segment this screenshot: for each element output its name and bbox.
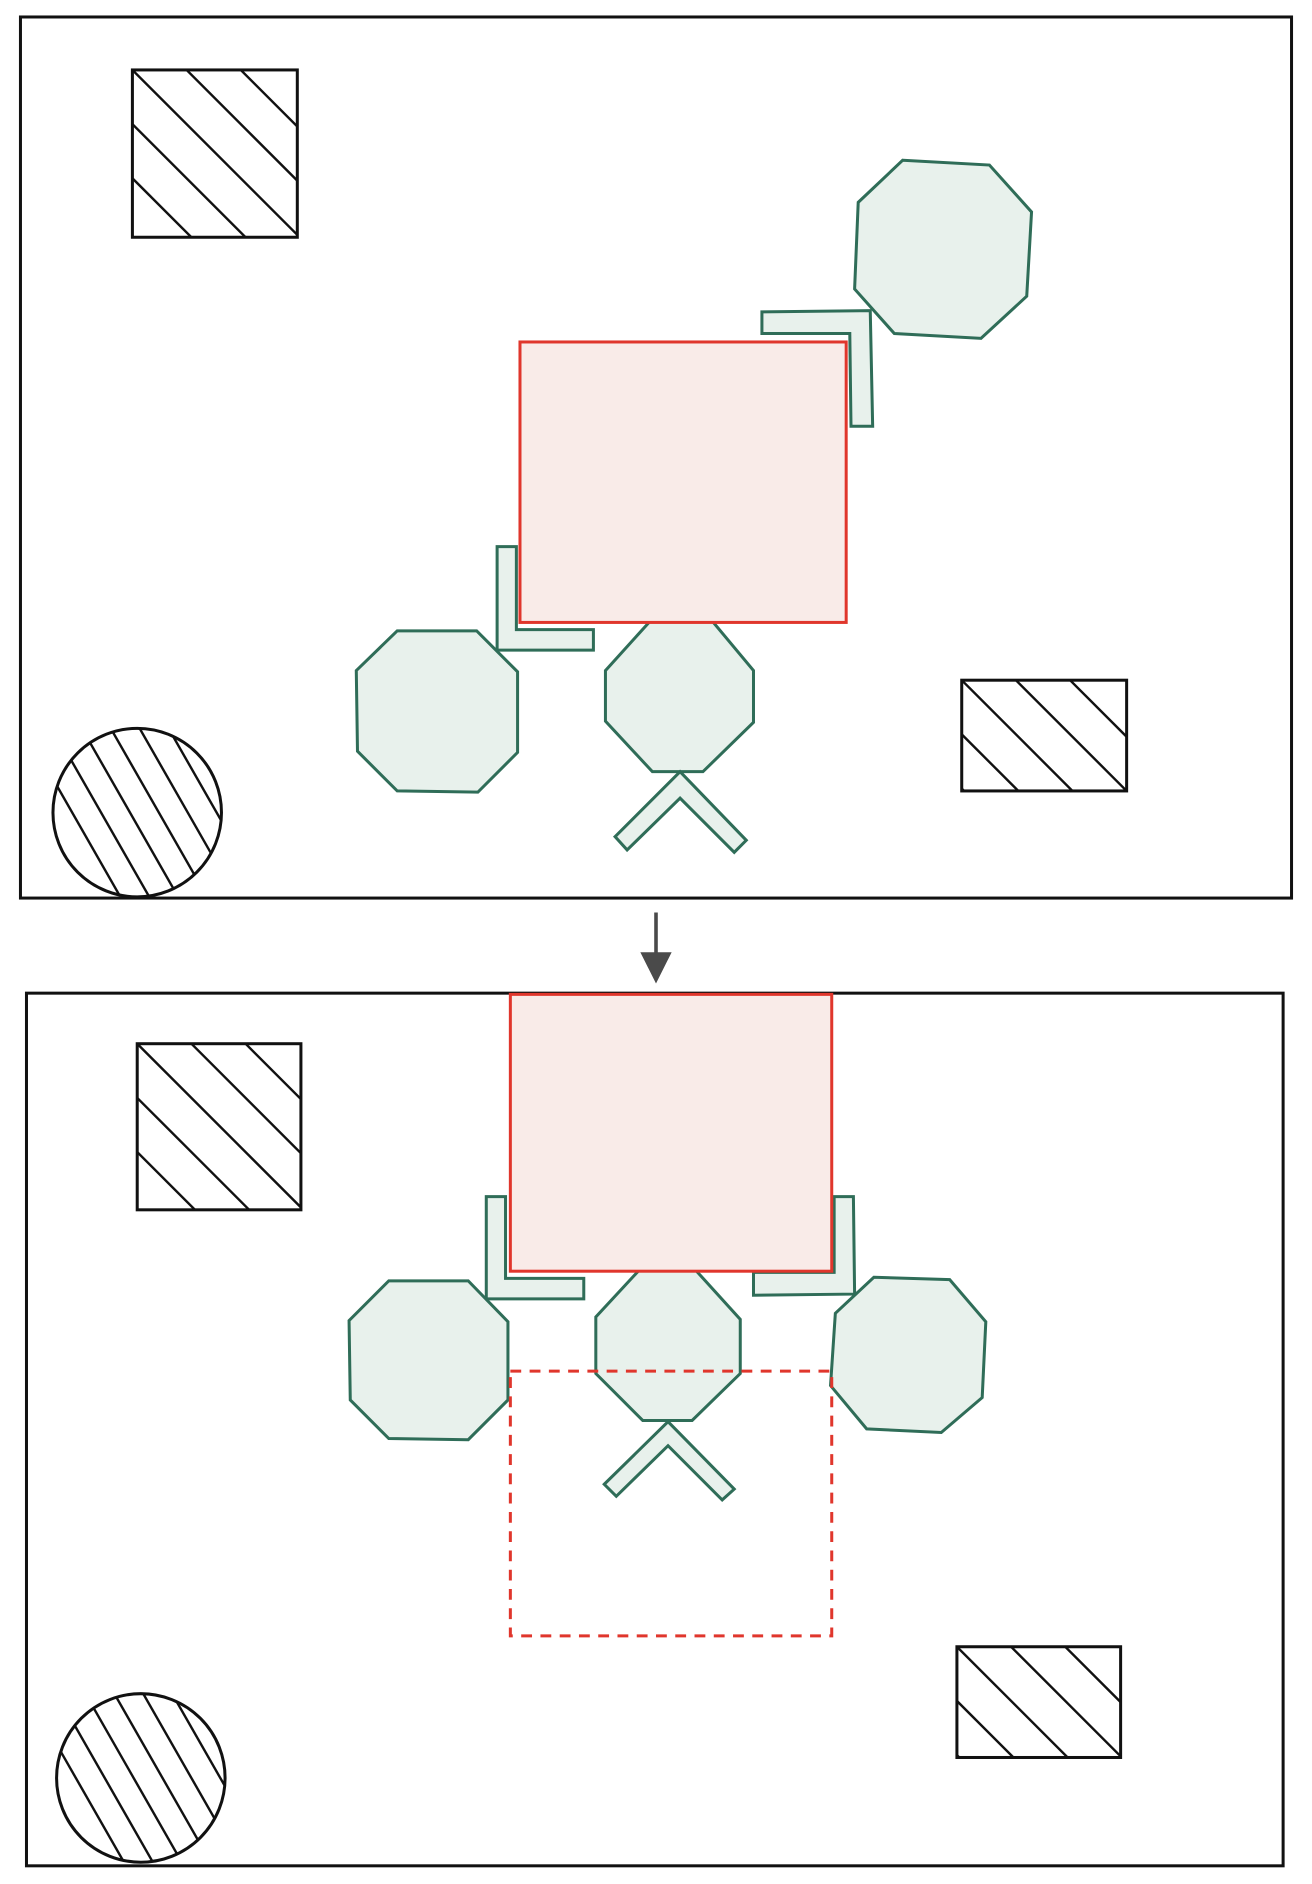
- octagon-shape: [354, 629, 520, 794]
- hatched-square-icon: [130, 68, 299, 239]
- hatched-rectangle-icon: [960, 678, 1129, 793]
- octagon-shape: [347, 1279, 510, 1442]
- octagon-shape: [828, 1275, 988, 1435]
- hatched-rectangle-icon: [955, 1645, 1123, 1759]
- octagon-shape: [594, 1266, 742, 1422]
- hatched-square-icon: [135, 1042, 303, 1212]
- l-bracket-shape: [760, 309, 875, 428]
- target-box: [518, 340, 848, 624]
- down-arrow-icon: [640, 912, 672, 984]
- octagon-shape: [853, 158, 1034, 340]
- target-box: [508, 992, 834, 1273]
- chevron-shape: [612, 769, 749, 855]
- previous-position-outline: [508, 1369, 834, 1638]
- chevron-shape: [602, 1419, 737, 1502]
- l-bracket-shape: [751, 1195, 857, 1297]
- panel-before: [18, 15, 1294, 900]
- panel-after: [24, 991, 1285, 1868]
- octagon-shape: [603, 618, 756, 774]
